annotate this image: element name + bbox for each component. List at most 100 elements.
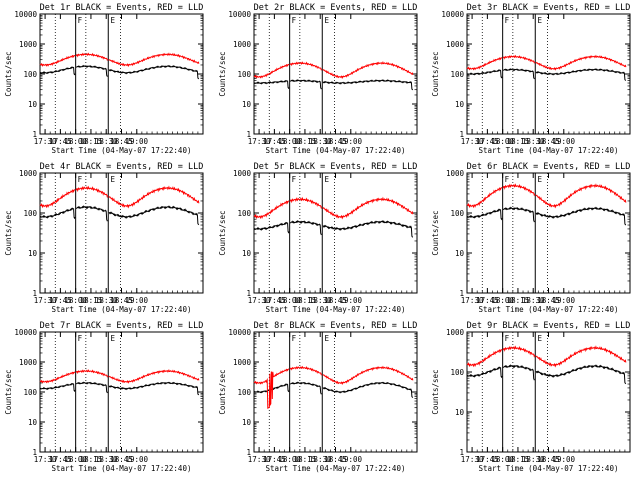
panel-title: Det 8r BLACK = Events, RED = LLD <box>254 321 418 331</box>
y-tick-label: 100 <box>23 209 37 218</box>
marker-label-f: F <box>78 16 83 25</box>
events-series-line <box>39 382 76 392</box>
x-axis-label: Start Time (04-May-07 17:22:40) <box>52 305 192 314</box>
x-tick-label: 18:00 <box>278 455 301 464</box>
marker-label-e: E <box>324 175 329 184</box>
events-series-line <box>466 208 503 221</box>
y-tick-label: 10 <box>242 418 252 427</box>
x-tick-label: 18:45 <box>537 296 560 305</box>
lld-series-line <box>502 54 536 64</box>
panel-title: Det 5r BLACK = Events, RED = LLD <box>254 162 418 172</box>
x-tick-label: 18:45 <box>324 296 347 305</box>
y-tick-label: 10 <box>242 249 252 258</box>
x-tick-label: 18:00 <box>491 137 514 146</box>
y-axis-label: Counts/sec <box>4 51 13 96</box>
x-tick-label: 19:00 <box>125 296 148 305</box>
y-tick-label: 10 <box>455 249 465 258</box>
events-series-line <box>502 364 535 381</box>
lld-series-line <box>253 368 290 409</box>
x-tick-label: 18:15 <box>80 296 103 305</box>
events-series-line <box>108 381 200 396</box>
events-series-line <box>76 64 108 77</box>
events-series-line <box>290 381 322 395</box>
lld-series-line <box>75 185 109 199</box>
events-series-line <box>535 68 627 81</box>
x-tick-label: 17:45 <box>476 296 499 305</box>
x-tick-label: 18:45 <box>110 455 133 464</box>
x-tick-label: 18:45 <box>324 455 347 464</box>
lld-series-line <box>108 368 200 384</box>
x-axis-label: Start Time (04-May-07 17:22:40) <box>52 146 192 155</box>
y-tick-label: 1 <box>32 130 37 139</box>
marker-label-e: E <box>324 16 329 25</box>
panel-det-2: Det 2r BLACK = Events, RED = LLD 1 10 100 10… <box>218 3 418 155</box>
events-series-line <box>322 219 414 238</box>
x-tick-label: 18:30 <box>95 455 118 464</box>
panel-title: Det 2r BLACK = Events, RED = LLD <box>254 3 418 13</box>
lld-series-line <box>39 189 76 209</box>
lld-series-line <box>253 200 290 220</box>
lld-series-line <box>466 349 503 368</box>
y-tick-label: 100 <box>237 70 251 79</box>
y-tick-label: 1000 <box>446 169 465 178</box>
lld-series-line <box>75 369 109 378</box>
x-tick-label: 18:15 <box>507 296 530 305</box>
marker-label-f: F <box>78 334 83 343</box>
y-tick-label: 1 <box>246 448 251 457</box>
y-tick-label: 100 <box>450 209 464 218</box>
y-tick-label: 100 <box>23 70 37 79</box>
y-tick-label: 10000 <box>228 328 251 337</box>
x-axis-label: Start Time (04-May-07 17:22:40) <box>266 464 406 473</box>
y-tick-label: 10 <box>455 408 465 417</box>
y-tick-label: 1 <box>459 289 464 298</box>
y-tick-label: 10000 <box>441 10 464 19</box>
x-tick-label: 17:30 <box>34 296 57 305</box>
marker-label-f: F <box>78 175 83 184</box>
events-series-line <box>253 221 290 234</box>
lld-series-line <box>39 54 76 67</box>
x-tick-label: 17:45 <box>49 296 72 305</box>
x-tick-label: 17:30 <box>248 455 271 464</box>
marker-label-f: F <box>505 16 510 25</box>
y-tick-label: 1000 <box>446 328 465 337</box>
x-tick-label: 17:30 <box>461 296 484 305</box>
lld-series-line <box>75 52 109 62</box>
x-tick-label: 18:00 <box>278 296 301 305</box>
y-tick-label: 100 <box>237 209 251 218</box>
panel-det-1: Det 1r BLACK = Events, RED = LLD 1 10 100 10… <box>4 3 204 155</box>
lld-series-line <box>466 57 503 71</box>
panel-title: Det 6r BLACK = Events, RED = LLD <box>467 162 631 172</box>
lld-series-line <box>535 345 627 368</box>
x-tick-label: 19:00 <box>339 296 362 305</box>
marker-label-f: F <box>292 175 297 184</box>
panel-det-5: Det 5r BLACK = Events, RED = LLD 1 10 100 10… <box>218 162 418 314</box>
lld-series-line <box>535 183 627 209</box>
y-axis-label: Counts/sec <box>4 369 13 414</box>
y-axis-label: Counts/sec <box>4 210 13 255</box>
marker-label-e: E <box>537 175 542 184</box>
y-tick-label: 10000 <box>14 10 37 19</box>
lld-series-line <box>289 196 323 210</box>
lld-series-line <box>535 54 627 71</box>
x-tick-label: 18:00 <box>64 455 87 464</box>
panel-title: Det 1r BLACK = Events, RED = LLD <box>40 3 204 13</box>
x-tick-label: 19:00 <box>125 137 148 146</box>
x-tick-label: 18:45 <box>537 455 560 464</box>
panel-title: Det 9r BLACK = Events, RED = LLD <box>467 321 631 331</box>
y-tick-label: 100 <box>23 388 37 397</box>
y-tick-label: 1 <box>459 130 464 139</box>
y-tick-label: 1 <box>459 448 464 457</box>
y-tick-label: 10 <box>28 249 38 258</box>
events-series-line <box>289 79 322 90</box>
marker-label-e: E <box>110 16 115 25</box>
marker-label-e: E <box>110 175 115 184</box>
x-tick-label: 17:45 <box>476 137 499 146</box>
marker-label-f: F <box>505 334 510 343</box>
x-tick-label: 18:15 <box>507 137 530 146</box>
x-tick-label: 19:00 <box>552 455 575 464</box>
events-series-line <box>535 364 627 385</box>
x-axis-label: Start Time (04-May-07 17:22:40) <box>266 146 406 155</box>
events-series-line <box>108 205 200 226</box>
x-tick-label: 18:45 <box>324 137 347 146</box>
lld-series-line <box>322 365 414 385</box>
